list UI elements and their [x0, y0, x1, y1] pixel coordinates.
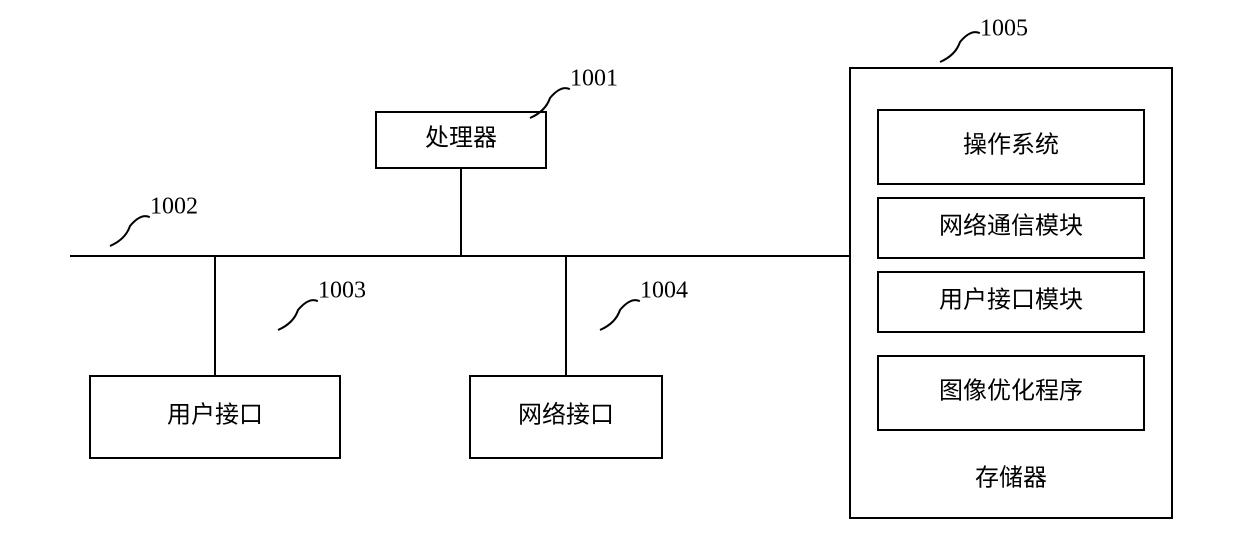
leader-line — [600, 300, 640, 330]
ref-number: 1004 — [640, 278, 688, 304]
ref-number: 1001 — [570, 66, 618, 92]
ref-number: 1002 — [150, 194, 198, 220]
memory-inner-label: 用户接口模块 — [939, 287, 1083, 314]
ref-number: 1005 — [980, 16, 1028, 42]
memory-inner-label: 网络通信模块 — [939, 213, 1083, 240]
ref-number: 1003 — [318, 278, 366, 304]
leader-line — [940, 32, 980, 62]
processor-label: 处理器 — [425, 125, 497, 152]
leader-line — [278, 300, 318, 330]
network-interface-label: 网络接口 — [518, 402, 614, 429]
leader-line — [110, 216, 150, 246]
memory-inner-label: 图像优化程序 — [939, 378, 1083, 405]
memory-inner-label: 操作系统 — [963, 132, 1059, 159]
user-interface-label: 用户接口 — [167, 402, 263, 429]
memory-label: 存储器 — [975, 465, 1047, 492]
